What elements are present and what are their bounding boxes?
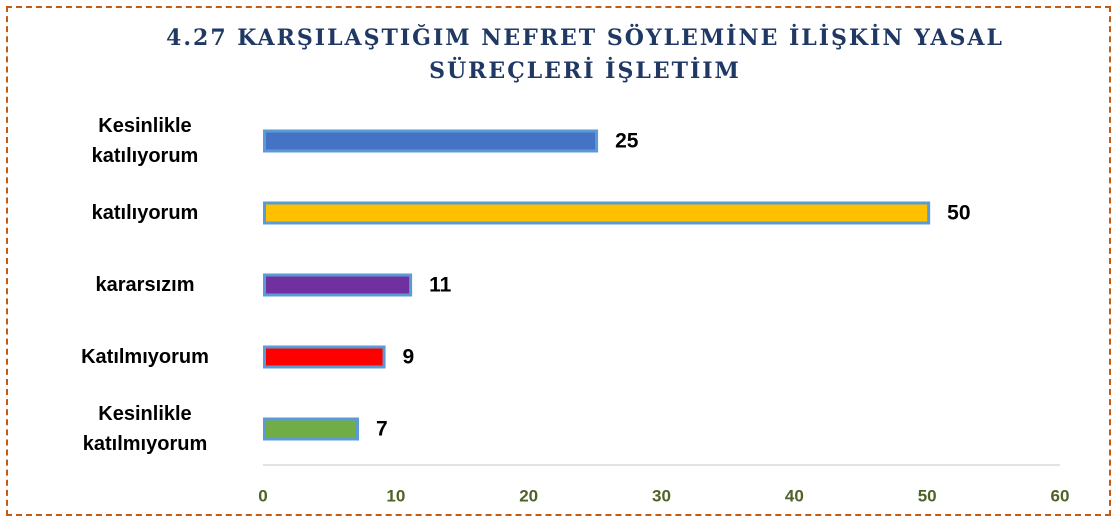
value-label: 11 bbox=[429, 274, 452, 297]
value-label: 7 bbox=[376, 418, 388, 441]
bar bbox=[263, 345, 386, 369]
x-tick-label: 60 bbox=[1051, 486, 1070, 505]
y-tick-label: kararsızım bbox=[95, 274, 195, 296]
x-tick-label: 10 bbox=[386, 486, 405, 505]
x-tick-label: 30 bbox=[652, 486, 671, 505]
value-label: 9 bbox=[403, 346, 415, 369]
bar bbox=[263, 417, 359, 441]
bar bbox=[263, 201, 931, 225]
value-label: 50 bbox=[947, 202, 970, 225]
y-tick-label: Kesinlikle katılıyorum bbox=[91, 115, 199, 167]
value-label: 25 bbox=[615, 130, 639, 153]
y-tick-label: katılıyorum bbox=[91, 202, 199, 224]
x-tick-label: 40 bbox=[785, 486, 804, 505]
y-tick-label: Kesinlikle katılmıyorum bbox=[82, 403, 208, 455]
frame bbox=[6, 6, 1111, 516]
y-tick-label: Katılmıyorum bbox=[81, 346, 209, 368]
x-tick-label: 0 bbox=[258, 486, 267, 505]
bar bbox=[263, 129, 599, 153]
chart-title: 4.27 KARŞILAŞTIĞIM NEFRET SÖYLEMİNE İLİŞ… bbox=[166, 25, 1004, 84]
bar bbox=[263, 273, 413, 297]
x-tick-label: 50 bbox=[918, 486, 937, 505]
x-tick-label: 20 bbox=[519, 486, 538, 505]
